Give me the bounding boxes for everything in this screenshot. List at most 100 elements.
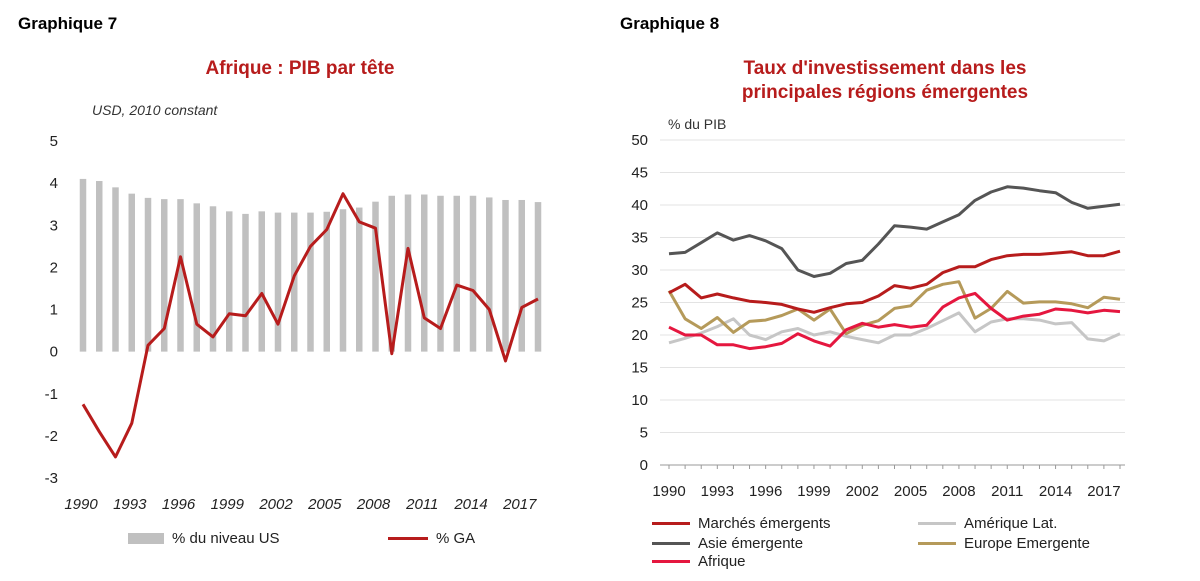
- legend-swatch-line: [652, 560, 690, 563]
- legend-label: Afrique: [698, 553, 746, 570]
- bar: [453, 195, 460, 352]
- bar: [144, 197, 152, 352]
- series-line-asie-mergente: [668, 185, 1121, 278]
- bar: [161, 199, 168, 352]
- bar: [177, 199, 184, 352]
- y-tick-label: 0: [50, 344, 58, 361]
- y-tick-label: 15: [631, 360, 648, 377]
- bar: [486, 197, 493, 352]
- x-tick-label: 1999: [211, 496, 245, 513]
- bar: [356, 207, 363, 352]
- bar: [469, 195, 477, 352]
- y-tick-label: -3: [45, 470, 58, 487]
- chart8-legend-item-europe: Europe Emergente: [918, 535, 1090, 552]
- chart7-unit-label: USD, 2010 constant: [92, 102, 218, 118]
- y-tick-label: 4: [50, 175, 58, 192]
- bar: [437, 195, 444, 352]
- chart8-legend-item-asie: Asie émergente: [652, 535, 803, 552]
- x-tick-label: 1990: [64, 496, 98, 513]
- bar: [339, 209, 347, 352]
- legend-label: % GA: [436, 530, 476, 547]
- bar: [193, 203, 200, 352]
- y-tick-label: -2: [45, 428, 58, 445]
- series-line-europe-emergente: [667, 280, 1121, 336]
- bar: [274, 212, 282, 352]
- y-tick-label: 10: [631, 392, 648, 409]
- x-tick-label: 2008: [942, 483, 975, 500]
- y-tick-label: 20: [631, 327, 648, 344]
- bar: [128, 193, 135, 352]
- series-line-afrique: [668, 291, 1121, 351]
- bar: [372, 201, 379, 352]
- chart7-legend-item-bars: % du niveau US: [128, 530, 280, 547]
- chart8-legend-item-afrique: Afrique: [652, 553, 746, 570]
- legend-label: % du niveau US: [172, 530, 280, 547]
- x-tick-label: 2008: [356, 496, 391, 513]
- x-tick-label: 2005: [894, 483, 927, 500]
- x-tick-label: 1993: [701, 483, 734, 500]
- chart7-label: Graphique 7: [18, 14, 118, 33]
- x-tick-label: 1999: [797, 483, 830, 500]
- series-line-march-s-mergents: [668, 249, 1121, 314]
- chart8-label: Graphique 8: [620, 14, 720, 33]
- y-tick-label: 45: [631, 165, 648, 182]
- chart8-legend-item-marches: Marchés émergents: [652, 515, 831, 532]
- chart7-legend-item-line: % GA: [388, 530, 475, 547]
- legend-swatch-line: [388, 537, 428, 540]
- chart8-legend-item-amerique: Amérique Lat.: [918, 515, 1057, 532]
- y-tick-label: 5: [50, 133, 58, 150]
- bar: [96, 181, 103, 352]
- bar: [242, 213, 249, 352]
- legend-label: Amérique Lat.: [964, 515, 1058, 532]
- y-tick-label: 0: [640, 457, 648, 474]
- bar: [79, 178, 87, 352]
- y-tick-label: 30: [631, 262, 648, 279]
- y-tick-label: 35: [631, 230, 648, 247]
- legend-swatch-line: [918, 522, 956, 525]
- legend-swatch-bar: [128, 533, 164, 544]
- bar: [291, 212, 298, 352]
- bar: [258, 211, 265, 352]
- x-tick-label: 1990: [652, 483, 685, 500]
- chart7-title: Afrique : PIB par tête: [205, 58, 395, 79]
- x-tick-label: 2011: [991, 483, 1023, 500]
- y-tick-label: 50: [631, 132, 648, 149]
- legend-label: Europe Emergente: [964, 535, 1090, 552]
- y-tick-label: 25: [631, 295, 648, 312]
- y-tick-label: 5: [640, 425, 648, 442]
- chart8-title-line-2: principales régions émergentes: [741, 82, 1029, 103]
- y-tick-label: 3: [50, 217, 58, 234]
- legend-label: Marchés émergents: [698, 515, 831, 532]
- bar: [112, 187, 119, 352]
- y-tick-label: 1: [50, 302, 58, 319]
- bar: [388, 195, 395, 352]
- chart8-title: Taux d'investissement dans les principal…: [655, 57, 1115, 105]
- chart8-unit-label: % du PIB: [668, 116, 727, 132]
- x-tick-label: 1993: [113, 496, 147, 513]
- chart8-title-line-1: Taux d'investissement dans les: [743, 58, 1027, 79]
- series-line-ga: [81, 192, 539, 459]
- legend-swatch-line: [652, 542, 690, 545]
- legend-swatch-line: [918, 542, 956, 545]
- x-tick-label: 2014: [453, 496, 487, 513]
- series-line-am-rique-lat-: [668, 311, 1121, 345]
- legend-swatch-line: [652, 522, 690, 525]
- x-tick-label: 1996: [749, 483, 782, 500]
- bar: [226, 211, 233, 352]
- bar: [421, 194, 428, 352]
- x-tick-label: 2014: [1039, 483, 1072, 500]
- y-tick-label: 40: [631, 197, 648, 214]
- x-tick-label: 2011: [405, 496, 438, 513]
- legend-label: Asie émergente: [698, 535, 804, 552]
- bar: [534, 202, 542, 352]
- x-tick-label: 2017: [1087, 483, 1120, 500]
- y-tick-label: 2: [50, 259, 58, 276]
- y-tick-label: -1: [45, 386, 58, 403]
- bar: [307, 212, 314, 352]
- bar: [209, 206, 217, 352]
- x-tick-label: 2017: [502, 496, 537, 513]
- x-tick-label: 2002: [258, 496, 293, 513]
- x-tick-label: 2005: [307, 496, 342, 513]
- bar: [323, 211, 330, 352]
